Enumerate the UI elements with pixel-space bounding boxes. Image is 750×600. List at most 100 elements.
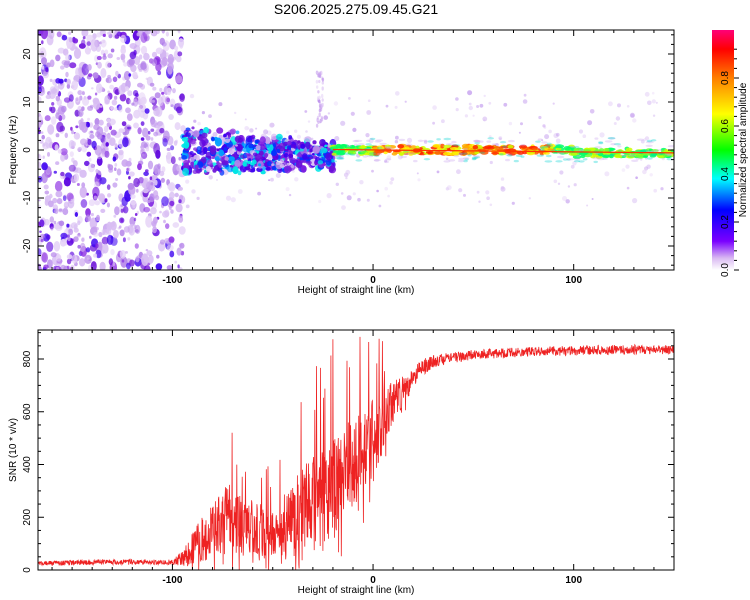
heatmap-cell: [141, 153, 145, 157]
heatmap-cell: [613, 122, 617, 125]
heatmap-cell: [151, 58, 158, 66]
heatmap-cell: [259, 136, 266, 145]
heatmap-cell: [134, 213, 138, 216]
heatmap-cell: [598, 141, 603, 144]
heatmap-cell: [114, 167, 117, 171]
heatmap-cell: [110, 249, 115, 256]
heatmap-cell: [353, 143, 358, 146]
heatmap-cell: [87, 95, 92, 100]
heatmap-cell: [629, 112, 635, 118]
heatmap-cell: [185, 162, 189, 167]
heatmap-cell: [641, 149, 650, 152]
heatmap-cell: [68, 139, 75, 149]
heatmap-cell: [65, 71, 69, 78]
heatmap-cell: [47, 200, 54, 208]
heatmap-cell: [41, 57, 47, 65]
heatmap-cell: [491, 143, 499, 146]
heatmap-cell: [97, 170, 102, 176]
heatmap-cell: [582, 149, 591, 152]
heatmap-cell: [98, 119, 104, 126]
heatmap-cell: [523, 93, 527, 97]
heatmap-cell: [553, 179, 558, 184]
heatmap-cell: [129, 259, 135, 267]
heatmap-cell: [55, 161, 60, 166]
heatmap-cell: [168, 76, 172, 79]
heatmap-cell: [373, 159, 381, 162]
heatmap-cell: [94, 145, 103, 156]
heatmap-cell: [646, 139, 653, 143]
heatmap-cell: [100, 208, 106, 213]
heatmap-cell: [468, 105, 473, 111]
heatmap-cell: [135, 256, 140, 263]
heatmap-cell: [352, 139, 359, 143]
heatmap-cell: [366, 139, 371, 142]
heatmap-cell: [99, 261, 106, 270]
heatmap-cell: [229, 165, 233, 168]
heatmap-cell: [116, 168, 122, 176]
heatmap-cell: [201, 111, 205, 115]
heatmap-cell: [500, 141, 507, 144]
heatmap-cell: [479, 103, 484, 108]
heatmap-cell: [169, 191, 175, 199]
heatmap-cell: [557, 182, 561, 185]
heatmap-cell: [574, 157, 581, 161]
heatmap-cell: [323, 115, 329, 120]
heatmap-cell: [522, 99, 528, 104]
heatmap-cell: [176, 106, 183, 114]
heatmap-cell: [44, 115, 51, 122]
heatmap-cell: [557, 151, 565, 155]
heatmap-cell: [389, 181, 393, 185]
heatmap-cell: [252, 152, 258, 157]
heatmap-cell: [507, 144, 514, 149]
heatmap-cell: [143, 171, 149, 177]
heatmap-cell: [632, 198, 638, 204]
heatmap-cell: [544, 134, 550, 140]
heatmap-cell: [250, 165, 254, 169]
heatmap-cell: [212, 132, 218, 137]
heatmap-cell: [316, 85, 319, 89]
heatmap-cell: [133, 122, 139, 129]
heatmap-cell: [576, 154, 581, 158]
heatmap-cell: [335, 182, 339, 186]
heatmap-cell: [42, 155, 45, 159]
heatmap-cell: [300, 165, 307, 173]
heatmap-cell: [123, 226, 130, 233]
heatmap-cell: [110, 129, 117, 136]
spectrogram-heatmap: [38, 30, 674, 270]
heatmap-cell: [626, 186, 630, 190]
heatmap-cell: [41, 40, 44, 45]
heatmap-cell: [78, 258, 86, 267]
heatmap-cell: [259, 150, 264, 156]
heatmap-cell: [225, 195, 232, 201]
heatmap-cell: [166, 87, 172, 96]
heatmap-cell: [62, 195, 67, 202]
heatmap-cell: [140, 137, 145, 141]
heatmap-cell: [651, 149, 659, 152]
heatmap-cell: [384, 146, 392, 149]
figure-title: S206.2025.275.09.45.G21: [274, 1, 438, 17]
heatmap-cell: [327, 112, 331, 115]
heatmap-cell: [52, 197, 58, 204]
heatmap-cell: [115, 178, 119, 181]
heatmap-cell: [119, 93, 127, 102]
heatmap-cell: [206, 159, 213, 167]
heatmap-cell: [49, 59, 55, 68]
heatmap-cell: [537, 138, 543, 141]
heatmap-cell: [541, 141, 548, 144]
heatmap-cell: [365, 143, 372, 146]
heatmap-cell: [384, 144, 391, 148]
heatmap-cell: [45, 67, 49, 73]
heatmap-cell: [635, 157, 640, 160]
heatmap-cell: [604, 153, 610, 156]
heatmap-cell: [137, 127, 142, 135]
heatmap-cell: [614, 154, 623, 159]
heatmap-cell: [120, 53, 126, 61]
heatmap-cell: [369, 152, 376, 155]
spectrogram-x-tick-label: 0: [370, 275, 376, 286]
heatmap-cell: [221, 160, 229, 166]
snr-x-tick-label: 100: [565, 575, 582, 586]
heatmap-cell: [143, 52, 150, 61]
heatmap-cell: [170, 209, 174, 214]
heatmap-cell: [53, 170, 57, 174]
colorbar-tick-label: 0.4: [720, 167, 731, 181]
